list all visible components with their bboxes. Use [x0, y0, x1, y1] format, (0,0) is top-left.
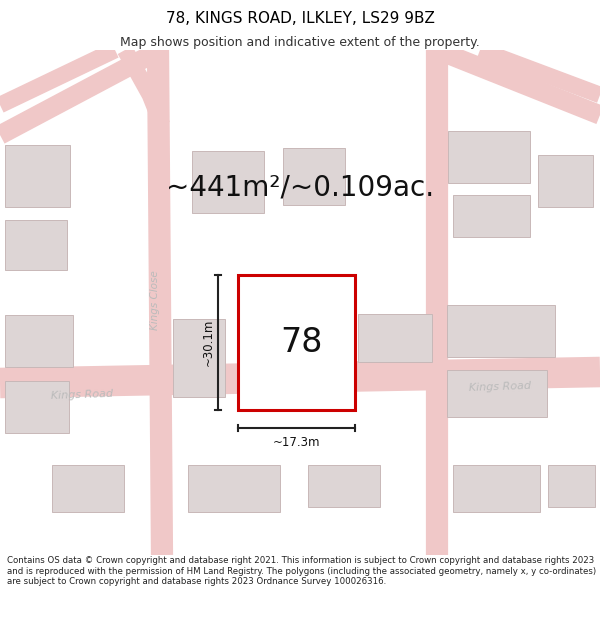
Bar — [238, 275, 355, 410]
Bar — [453, 465, 540, 512]
Text: ~441m²/~0.109ac.: ~441m²/~0.109ac. — [166, 173, 434, 201]
Text: Kings Road: Kings Road — [469, 381, 531, 393]
Text: ~30.1m: ~30.1m — [202, 319, 215, 366]
Bar — [447, 370, 547, 417]
Bar — [5, 145, 70, 207]
Bar — [188, 465, 280, 512]
Bar — [448, 131, 530, 183]
Text: 78, KINGS ROAD, ILKLEY, LS29 9BZ: 78, KINGS ROAD, ILKLEY, LS29 9BZ — [166, 11, 434, 26]
Bar — [548, 465, 595, 507]
Bar — [173, 319, 225, 397]
Text: Kings Road: Kings Road — [51, 389, 113, 401]
Bar — [453, 195, 530, 237]
Bar — [447, 305, 555, 357]
Bar — [5, 381, 69, 433]
Text: Kings Close: Kings Close — [150, 270, 160, 330]
Bar — [192, 151, 264, 213]
Bar — [538, 155, 593, 207]
Text: Map shows position and indicative extent of the property.: Map shows position and indicative extent… — [120, 36, 480, 49]
Text: Contains OS data © Crown copyright and database right 2021. This information is : Contains OS data © Crown copyright and d… — [7, 556, 596, 586]
Text: 78: 78 — [280, 326, 323, 359]
Bar — [5, 220, 67, 270]
Bar — [358, 314, 432, 362]
Bar — [308, 465, 380, 507]
Bar — [283, 148, 345, 205]
Bar — [52, 465, 124, 512]
Bar — [5, 315, 73, 367]
Text: ~17.3m: ~17.3m — [273, 436, 320, 449]
